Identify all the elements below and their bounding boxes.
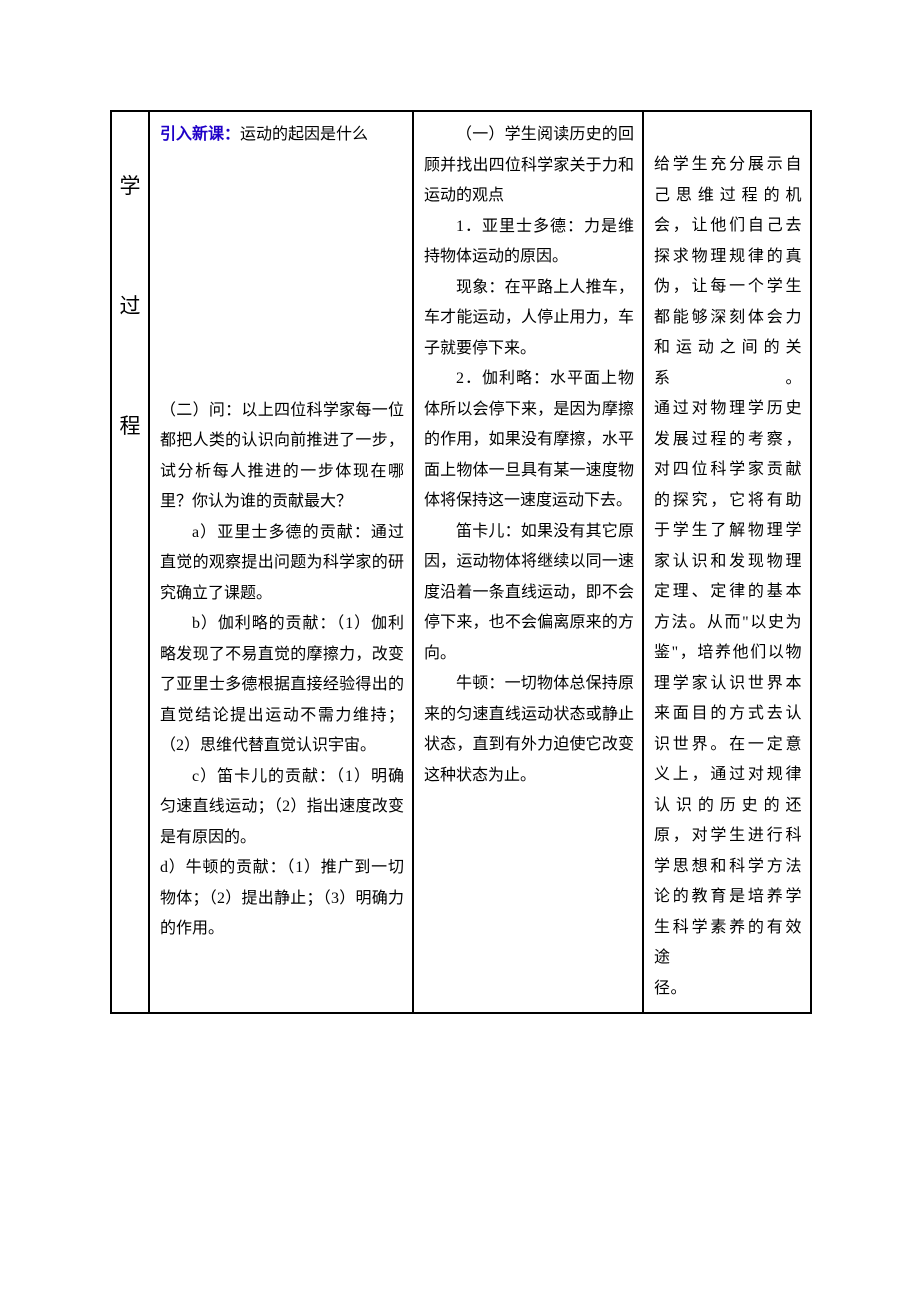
table-row: 学 过 程 引入新课：运动的起因是什么 （二）问：以上四位科学家每一位都把人类的… (111, 111, 811, 1013)
right-p2b: 径。 (654, 974, 802, 1005)
mid-p1: （一）学生阅读历史的回顾并找出四位科学家关于力和运动的观点 (424, 120, 634, 212)
mid-p5: 笛卡儿：如果没有其它原因，运动物体将继续以同一速度沿着一条直线运动，即不会停下来… (424, 517, 634, 670)
spacer (654, 120, 802, 150)
teacher-activity-cell: 引入新课：运动的起因是什么 （二）问：以上四位科学家每一位都把人类的认识向前推进… (149, 111, 413, 1013)
mid-p2: 1．亚里士多德：力是维持物体运动的原因。 (424, 212, 634, 273)
right-p2a: 通过对物理学历史发展过程的考察，对四位科学家贡献的探究，它将有助于学生了解物理学… (654, 394, 802, 974)
contribution-c: c）笛卡儿的贡献：（1）明确匀速直线运动；（2）指出速度改变是有原因的。 (160, 762, 404, 854)
intro-line: 引入新课：运动的起因是什么 (160, 120, 404, 151)
row-label-char: 过 (112, 296, 148, 317)
row-label-char: 程 (112, 416, 148, 437)
intro-text: 运动的起因是什么 (240, 126, 368, 143)
mid-p4: 2．伽利略：水平面上物体所以会停下来，是因为摩擦的作用，如果没有摩擦，水平面上物… (424, 364, 634, 517)
design-intent-cell: 给学生充分展示自己思维过程的机会，让他们自己去探求物理规律的真伪，让每一个学生都… (643, 111, 811, 1013)
right-p1: 给学生充分展示自己思维过程的机会，让他们自己去探求物理规律的真伪，让每一个学生都… (654, 150, 802, 394)
question-heading: （二）问：以上四位科学家每一位都把人类的认识向前推进了一步，试分析每人推进的一步… (160, 396, 404, 518)
row-label-char: 学 (112, 176, 148, 197)
student-activity-cell: （一）学生阅读历史的回顾并找出四位科学家关于力和运动的观点 1．亚里士多德：力是… (413, 111, 643, 1013)
lesson-table: 学 过 程 引入新课：运动的起因是什么 （二）问：以上四位科学家每一位都把人类的… (110, 110, 812, 1014)
intro-label: 引入新课： (160, 126, 240, 143)
contribution-d: d）牛顿的贡献：（1）推广到一切物体；（2）提出静止；（3）明确力的作用。 (160, 853, 404, 945)
spacer (160, 151, 404, 396)
row-label-cell: 学 过 程 (111, 111, 149, 1013)
contribution-a: a）亚里士多德的贡献：通过直觉的观察提出问题为科学家的研究确立了课题。 (160, 518, 404, 610)
document-page: 学 过 程 引入新课：运动的起因是什么 （二）问：以上四位科学家每一位都把人类的… (0, 0, 920, 1302)
mid-p3: 现象：在平路上人推车，车才能运动，人停止用力，车子就要停下来。 (424, 273, 634, 365)
contribution-b: b）伽利略的贡献：（1）伽利略发现了不易直觉的摩擦力，改变了亚里士多德根据直接经… (160, 609, 404, 762)
mid-p6: 牛顿：一切物体总保持原来的匀速直线运动状态或静止状态，直到有外力迫使它改变这种状… (424, 669, 634, 791)
